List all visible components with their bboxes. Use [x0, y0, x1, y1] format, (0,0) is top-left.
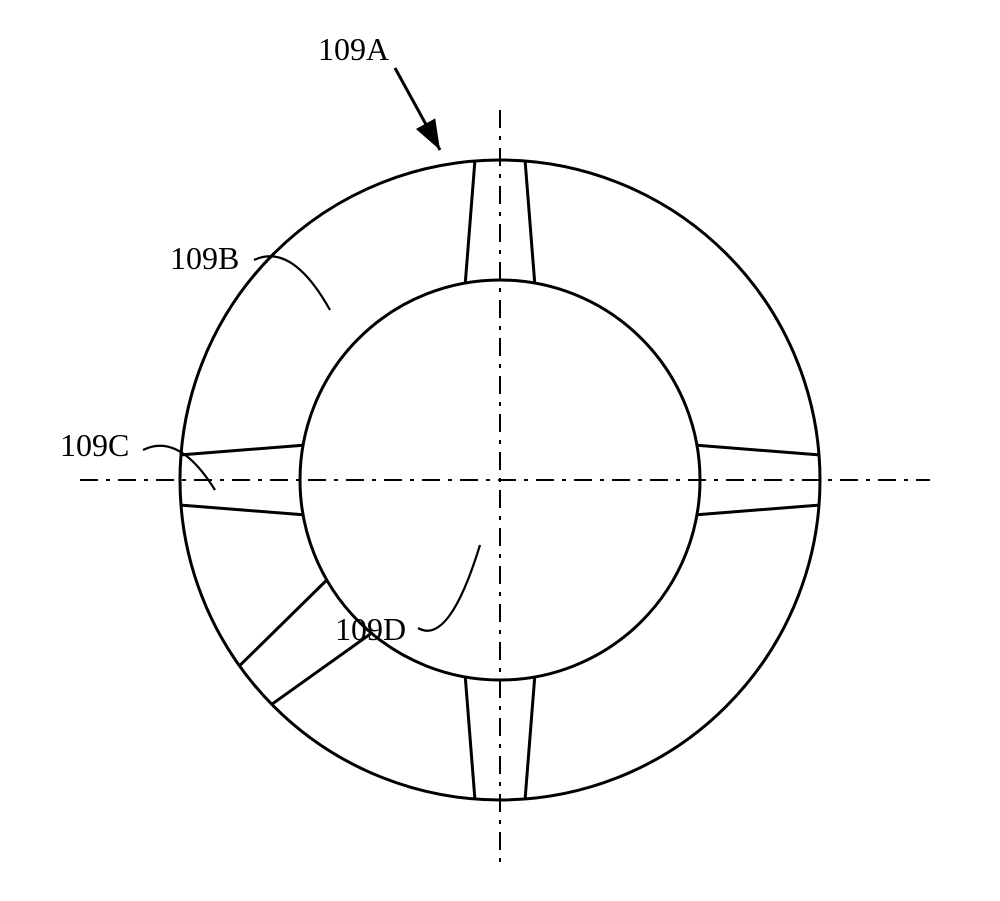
label-109c: 109C: [60, 427, 129, 463]
label-109b: 109B: [170, 240, 239, 276]
leader-109d: [418, 545, 480, 631]
slot-side-1-r: [697, 505, 819, 515]
label-109a: 109A: [318, 31, 389, 67]
annular-diagram: 109A 109B 109C 109D: [0, 0, 1000, 901]
slot-side-1-l: [697, 445, 819, 455]
label-109d: 109D: [335, 611, 406, 647]
slot-side-2-r: [465, 677, 475, 799]
arrow-head-109a: [416, 118, 440, 150]
slot-side-0-l: [465, 161, 475, 283]
slot-side-0-r: [525, 161, 535, 283]
slot-side-2-l: [525, 677, 535, 799]
slot-side-4-l: [181, 505, 303, 515]
slot-side-3-r: [239, 580, 326, 666]
slot-side-4-r: [181, 445, 303, 455]
